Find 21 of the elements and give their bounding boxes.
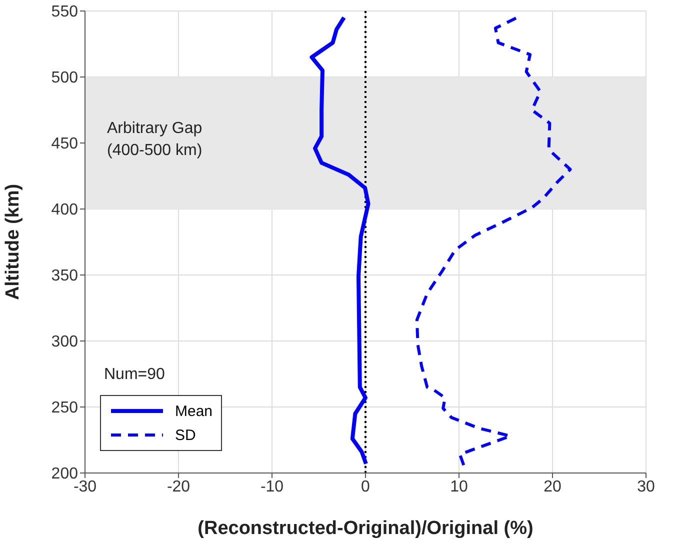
annotation: Num=90 (104, 366, 165, 384)
band-label: Arbitrary Gap (400-500 km) (107, 120, 202, 159)
x-tick-label: -10 (260, 478, 284, 496)
y-tick-label: 350 (51, 268, 78, 285)
x-tick-label: 20 (544, 478, 562, 496)
x-tick-label: 30 (637, 478, 655, 496)
y-tick-label: 550 (51, 4, 78, 21)
legend-label: SD (175, 426, 196, 444)
x-axis-title: (Reconstructed-Original)/Original (%) (198, 518, 534, 539)
y-axis-title: Altitude (km) (2, 184, 24, 300)
y-tick-label: 250 (51, 400, 78, 417)
line-series (415, 14, 572, 467)
line-series (310, 16, 370, 466)
x-tick-label: 0 (361, 478, 370, 496)
x-tick-label: -20 (166, 478, 190, 496)
y-tick-label: 400 (51, 202, 78, 219)
legend-label: Mean (175, 402, 213, 420)
y-tick-label: 500 (51, 70, 78, 87)
y-tick-label: 300 (51, 334, 78, 351)
x-tick-label: 10 (450, 478, 468, 496)
y-tick-label: 450 (51, 136, 78, 153)
